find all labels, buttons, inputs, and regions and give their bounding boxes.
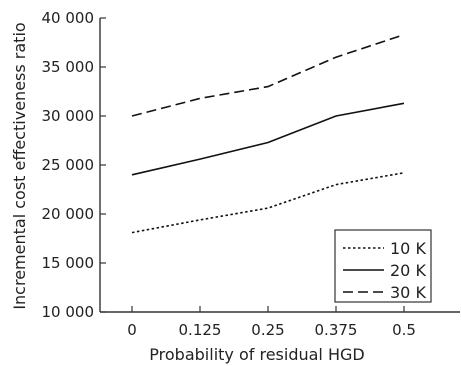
series-line-30k — [131, 33, 405, 117]
y-tick-label: 15 000 — [42, 254, 95, 272]
legend-items: 10 K 20 K 30 K — [343, 239, 426, 302]
series-line-20k — [131, 102, 405, 176]
legend: 10 K 20 K 30 K — [334, 229, 432, 303]
y-tick-label: 35 000 — [42, 58, 95, 76]
series-line-10k — [131, 172, 405, 234]
y-tick-label: 40 000 — [42, 9, 95, 27]
legend-label: 20 K — [390, 261, 426, 280]
series-lines — [131, 33, 405, 234]
plot-area: 10 000 15 000 20 000 25 000 30 000 35 000 40 0… — [42, 9, 460, 339]
legend-label: 10 K — [390, 239, 426, 258]
legend-box — [334, 229, 432, 303]
x-tick-label: 0.125 — [179, 321, 222, 339]
x-axis-title: Probability of residual HGD — [149, 345, 364, 364]
x-tick-label: 0 — [127, 321, 137, 339]
x-tick-label: 0.375 — [315, 321, 358, 339]
x-tick-label: 0.5 — [392, 321, 416, 339]
y-tick-label: 20 000 — [42, 205, 95, 223]
y-ticks: 10 000 15 000 20 000 25 000 30 000 35 000 40 0… — [42, 9, 106, 321]
x-tick-label: 0.25 — [251, 321, 284, 339]
legend-label: 30 K — [390, 283, 426, 302]
y-tick-label: 10 000 — [42, 303, 95, 321]
y-axis-title: Incremental cost effectiveness ratio — [10, 22, 29, 309]
x-ticks: 0 0.125 0.25 0.375 0.5 — [127, 306, 416, 339]
y-tick-label: 30 000 — [42, 107, 95, 125]
y-tick-label: 25 000 — [42, 156, 95, 174]
